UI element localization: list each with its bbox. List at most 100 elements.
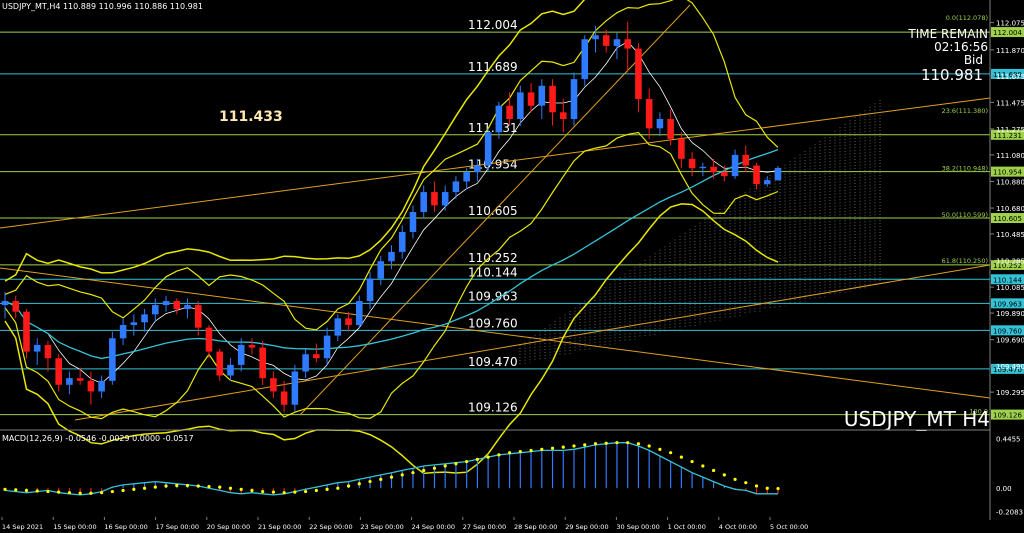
signal-dot bbox=[765, 486, 769, 490]
candle-body bbox=[581, 39, 589, 80]
axis-tag-text-110.954: 110.954 bbox=[993, 169, 1022, 177]
axis-tag-109.760 bbox=[991, 325, 1024, 336]
x-tick-label: 5 Oct 00:00 bbox=[770, 523, 808, 531]
candle-body bbox=[688, 158, 696, 169]
candle-body bbox=[667, 118, 674, 139]
candle-body bbox=[205, 327, 213, 352]
axis-tag-112.004 bbox=[991, 27, 1024, 38]
level-label-110.605: 110.605 bbox=[468, 204, 518, 218]
x-tick-label: 22 Sep 00:00 bbox=[309, 523, 352, 531]
candle-body bbox=[710, 166, 717, 173]
signal-dot bbox=[110, 489, 114, 494]
time-remaining-panel: TIME REMAIN 02:16:56 Bid 110.981 bbox=[907, 27, 988, 84]
candle-body bbox=[194, 305, 202, 328]
axis-tag-text-110.144: 110.144 bbox=[993, 276, 1022, 284]
horizontal-levels: 112.004112.004111.689111.689111.231111.2… bbox=[0, 18, 1024, 420]
signal-dot bbox=[507, 451, 512, 455]
key-level-label: 111.433 bbox=[219, 109, 283, 125]
level-label-110.252: 110.252 bbox=[468, 251, 518, 265]
candle-body bbox=[313, 354, 320, 359]
signal-dot bbox=[443, 464, 447, 468]
candle-body bbox=[624, 39, 631, 49]
candle-body bbox=[731, 154, 739, 177]
trend-line-1 bbox=[0, 267, 991, 399]
candle-body bbox=[280, 391, 288, 405]
bid-value: 110.981 bbox=[921, 66, 983, 84]
candle-body bbox=[656, 118, 664, 129]
signal-dot bbox=[540, 447, 544, 451]
candle-body bbox=[398, 231, 406, 252]
signal-dot bbox=[293, 490, 297, 494]
signal-dot bbox=[271, 490, 276, 494]
candle-body bbox=[635, 48, 642, 100]
y-tick-label: 110.085 bbox=[996, 284, 1024, 292]
fib-label: 50.0(110.599) bbox=[942, 211, 988, 219]
candle-body bbox=[431, 192, 438, 206]
signal-dot bbox=[261, 489, 265, 494]
candle-body bbox=[162, 301, 170, 306]
axis-tag-110.605 bbox=[991, 213, 1024, 224]
fib-label: 100.0 bbox=[969, 407, 988, 415]
candle-body bbox=[538, 85, 546, 106]
signal-dot bbox=[228, 486, 233, 490]
candle-body bbox=[216, 351, 224, 376]
signal-dot bbox=[497, 453, 501, 457]
axis-tag-text-109.470: 109.470 bbox=[993, 366, 1022, 374]
signal-dot bbox=[67, 491, 72, 495]
axis-tag-text-110.252: 110.252 bbox=[993, 262, 1022, 270]
fib-label: 0.0(112.078) bbox=[946, 14, 988, 22]
fibonacci-labels: 0.0(112.078) 23.6(111.380) 38.2(110.948) 50… bbox=[942, 14, 988, 415]
x-tick-label: 14 Sep 2021 bbox=[2, 523, 43, 531]
candle-body bbox=[592, 35, 599, 40]
signal-dot bbox=[185, 483, 190, 488]
signal-dot bbox=[679, 455, 683, 459]
axis-tag-text-111.689: 111.689 bbox=[993, 71, 1022, 79]
signal-dot bbox=[432, 466, 437, 470]
macd-y-label: 0.4455 bbox=[996, 436, 1021, 444]
level-label-109.963: 109.963 bbox=[468, 289, 518, 303]
level-label-111.689: 111.689 bbox=[468, 60, 518, 74]
candle-body bbox=[377, 261, 385, 279]
axis-tag-text-110.605: 110.605 bbox=[993, 215, 1022, 223]
x-tick-label: 27 Sep 00:00 bbox=[463, 523, 506, 531]
signal-dot bbox=[35, 489, 39, 493]
outer-band-lower bbox=[4, 203, 779, 475]
signal-dot bbox=[175, 483, 179, 488]
candle-body bbox=[248, 344, 256, 348]
x-tick-label: 23 Sep 00:00 bbox=[360, 523, 403, 531]
signal-dot bbox=[636, 442, 641, 446]
trend-line-2 bbox=[74, 264, 991, 421]
candle-body bbox=[559, 112, 567, 119]
candle-body bbox=[721, 172, 728, 177]
signal-dot bbox=[615, 441, 619, 445]
signal-dot bbox=[314, 488, 318, 493]
time-axis: 14 Sep 2021 15 Sep 00:00 16 Sep 00:00 17 Se… bbox=[1, 517, 808, 531]
signal-dot bbox=[14, 488, 18, 492]
signal-dot bbox=[368, 479, 372, 484]
slow-ma bbox=[4, 148, 779, 360]
signal-dot bbox=[325, 487, 329, 491]
macd-panel: 0.4455 0.00 -0.2083 bbox=[3, 436, 1023, 516]
signal-dot bbox=[550, 446, 555, 450]
signal-dot bbox=[336, 486, 340, 490]
signal-dot bbox=[121, 488, 125, 493]
candle-body bbox=[774, 168, 782, 181]
signal-dot bbox=[518, 449, 522, 454]
candle-body bbox=[549, 85, 556, 113]
axis-tag-111.689 bbox=[991, 68, 1024, 79]
signal-dot bbox=[529, 448, 533, 453]
axis-tag-109.470 bbox=[991, 363, 1024, 374]
y-tick-label: 110.285 bbox=[996, 258, 1024, 266]
candle-body bbox=[356, 301, 363, 325]
candle-body bbox=[474, 165, 481, 173]
signal-dot bbox=[346, 484, 351, 488]
level-label-110.144: 110.144 bbox=[468, 265, 518, 279]
signal-dot bbox=[658, 447, 662, 451]
candle-body bbox=[270, 378, 277, 392]
candle-body bbox=[23, 311, 30, 352]
candle-body bbox=[570, 79, 578, 119]
y-tick-label: 111.675 bbox=[996, 73, 1024, 81]
inner-band-upper bbox=[4, 0, 779, 331]
trend-line-3 bbox=[299, 4, 691, 416]
